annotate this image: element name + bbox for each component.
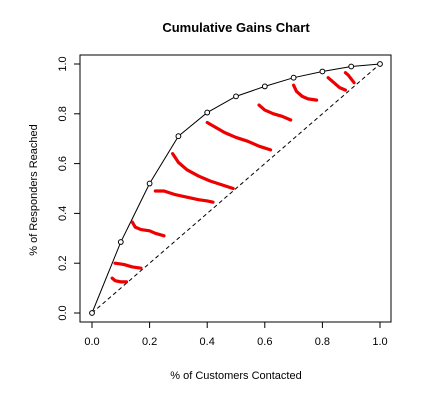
- gains-point: [233, 93, 239, 100]
- x-axis-label: % of Customers Contacted: [170, 370, 301, 382]
- gains-point: [89, 310, 95, 316]
- x-axis: 0.0 0.2 0.4 0.6 0.8 1.0: [84, 322, 388, 348]
- gains-point: [377, 61, 383, 67]
- red-stroke: [257, 103, 293, 122]
- y-tick-label: 0.6: [57, 156, 69, 171]
- gains-point: [175, 133, 182, 140]
- gains-point: [290, 74, 297, 81]
- baseline-series: [91, 63, 381, 314]
- gains-series: [89, 61, 383, 316]
- x-tick-label: 0.4: [200, 336, 215, 348]
- red-stroke: [110, 276, 129, 284]
- x-tick-label: 0.8: [315, 336, 330, 348]
- x-tick-label: 0.6: [257, 336, 272, 348]
- gains-point: [204, 109, 211, 116]
- chart-title: Cumulative Gains Chart: [162, 20, 310, 35]
- red-stroke: [171, 152, 235, 191]
- y-tick-label: 0.8: [57, 106, 69, 121]
- y-axis: 0.0 0.2 0.4 0.6 0.8 1.0: [57, 56, 80, 321]
- plot-frame: [79, 54, 392, 323]
- red-stroke: [113, 261, 143, 270]
- red-stroke: [130, 220, 166, 238]
- red-stroke: [292, 83, 319, 102]
- gains-point: [146, 180, 153, 187]
- red-stroke: [343, 71, 356, 85]
- y-axis-label: % of Responders Reached: [28, 124, 40, 255]
- y-tick-label: 0.2: [57, 256, 69, 271]
- x-tick-label: 1.0: [372, 336, 387, 348]
- diagonal-baseline-line: [91, 63, 381, 314]
- x-tick-label: 0.0: [84, 336, 99, 348]
- gains-point: [117, 239, 124, 245]
- y-tick-label: 0.0: [57, 305, 69, 320]
- red-stroke: [153, 189, 215, 204]
- x-tick-label: 0.2: [142, 336, 157, 348]
- y-tick-label: 0.4: [57, 206, 69, 221]
- red-annotation-strokes: [110, 71, 356, 284]
- gains-point: [319, 68, 326, 75]
- red-stroke: [326, 76, 348, 92]
- gains-point: [261, 83, 268, 90]
- red-stroke: [205, 120, 273, 152]
- y-tick-label: 1.0: [57, 56, 69, 71]
- gains-point: [348, 63, 355, 70]
